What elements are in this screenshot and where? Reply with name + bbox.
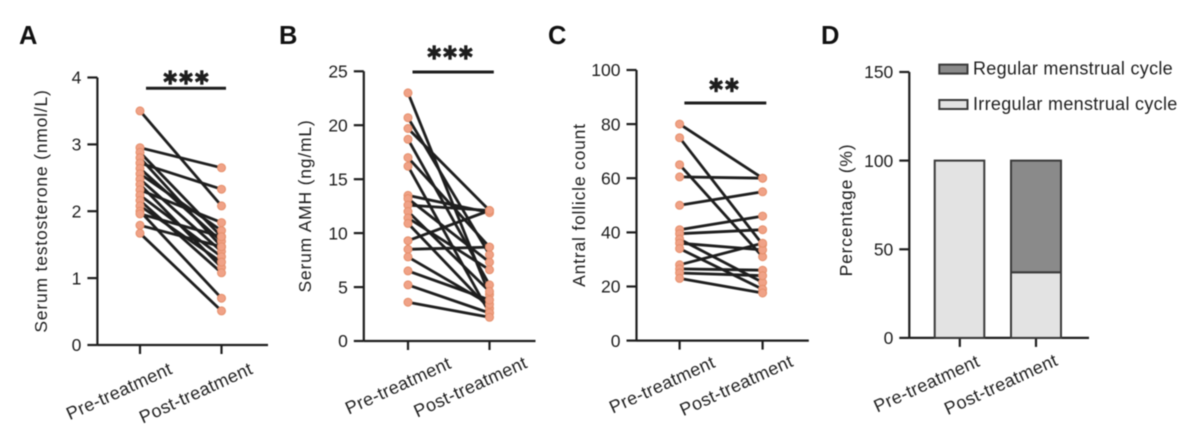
svg-text:0: 0 (611, 331, 621, 351)
svg-text:150: 150 (864, 62, 893, 82)
svg-text:A: A (19, 22, 37, 50)
svg-text:4: 4 (72, 68, 82, 88)
svg-text:25: 25 (328, 62, 347, 82)
svg-text:0: 0 (72, 335, 82, 355)
svg-text:D: D (821, 22, 839, 50)
svg-text:40: 40 (601, 223, 621, 243)
svg-text:Antral follicle count: Antral follicle count (569, 123, 589, 287)
svg-text:Irregular menstrual cycle: Irregular menstrual cycle (973, 94, 1178, 114)
svg-text:100: 100 (864, 151, 893, 171)
svg-text:0: 0 (338, 331, 348, 351)
svg-text:10: 10 (328, 223, 348, 243)
svg-text:Percentage (%): Percentage (%) (836, 144, 856, 277)
svg-text:3: 3 (72, 135, 82, 155)
svg-text:B: B (279, 22, 297, 50)
svg-text:Serum AMH (ng/mL): Serum AMH (ng/mL) (295, 119, 315, 292)
svg-text:20: 20 (328, 115, 348, 135)
svg-text:1: 1 (72, 268, 82, 288)
svg-text:60: 60 (601, 168, 621, 188)
svg-text:5: 5 (338, 277, 348, 297)
svg-text:Regular menstrual cycle: Regular menstrual cycle (973, 59, 1173, 79)
svg-text:80: 80 (601, 114, 621, 134)
svg-text:100: 100 (591, 60, 620, 80)
svg-text:15: 15 (328, 169, 347, 189)
svg-text:0: 0 (884, 328, 894, 348)
svg-text:C: C (548, 22, 566, 50)
svg-text:Serum testosterone (nmol/L): Serum testosterone (nmol/L) (31, 89, 51, 332)
svg-text:2: 2 (72, 201, 82, 221)
svg-text:20: 20 (601, 277, 621, 297)
svg-text:50: 50 (874, 240, 894, 260)
